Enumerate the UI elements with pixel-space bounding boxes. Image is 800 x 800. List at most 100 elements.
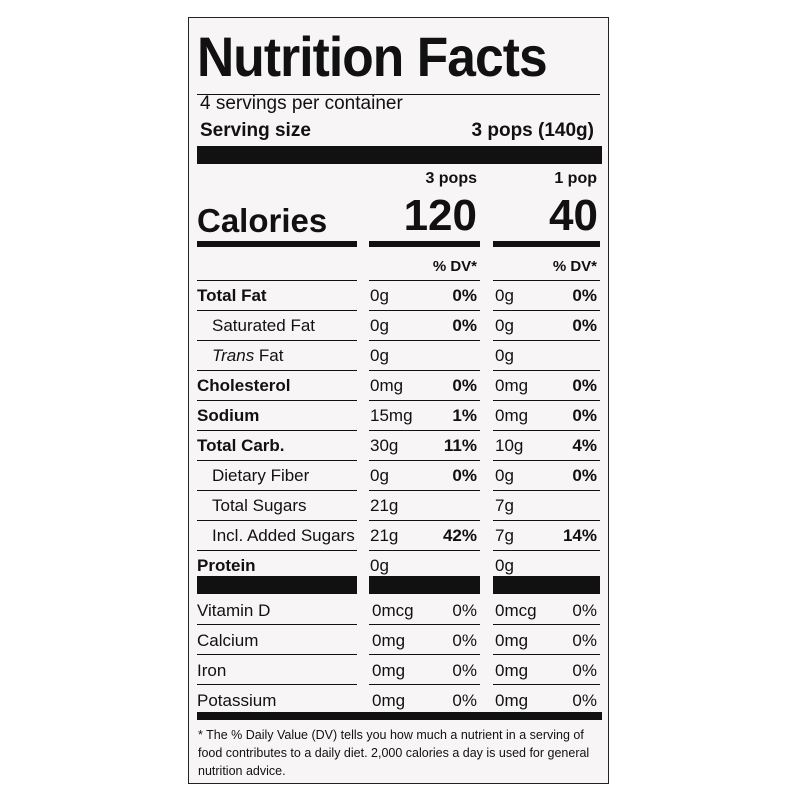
dv-col1: 0% (452, 316, 477, 335)
thick-rule-name (197, 576, 357, 594)
vitamin-amount-col1: 0mg (372, 661, 406, 680)
row-divider (369, 490, 480, 491)
dv-col2: 0% (572, 376, 597, 395)
calories-value-1: 120 (403, 191, 477, 240)
row-divider (493, 370, 600, 371)
row-divider (493, 654, 600, 655)
amount-col1: 0g (370, 466, 389, 485)
vitamin-dv-col1: 0% (452, 631, 477, 650)
dv-col1: 42% (442, 526, 477, 545)
row-divider (493, 340, 600, 341)
amount-col2: 0mg (495, 406, 529, 425)
nutrient-name: Incl. Added Sugars (212, 527, 355, 544)
vitamin-name: Iron (197, 661, 227, 680)
nutrient-name-text: Total Fat (197, 286, 267, 305)
dv-col1: 11% (443, 436, 477, 455)
amount-col2: 7g (495, 496, 514, 515)
row-divider (197, 550, 357, 551)
nutrient-name-text: Total Sugars (212, 496, 307, 515)
vitamin-dv-col2: 0% (572, 661, 597, 680)
row-divider (197, 684, 357, 685)
row-divider (369, 400, 480, 401)
amount-col2: 0g (495, 556, 514, 575)
amount-col1: 15mg (370, 406, 413, 425)
dv-col1: 0% (452, 376, 477, 395)
vitamin-dv-col1: 0% (452, 601, 477, 620)
vitamin-dv-col1: 0% (452, 691, 477, 710)
nutrient-name-text: Fat (254, 346, 284, 365)
amount-col1: 30g (370, 436, 399, 455)
row-divider (493, 520, 600, 521)
amount-col1: 0g (370, 556, 389, 575)
calories-rule-col2 (493, 241, 600, 247)
thick-rule-col2 (493, 576, 600, 594)
row-divider (369, 550, 480, 551)
calories-rule-name (197, 241, 357, 247)
serving-size-label: Serving size (200, 120, 311, 141)
row-divider (369, 370, 480, 371)
amount-col1: 0mg (370, 376, 404, 395)
nutrient-name: Cholesterol (197, 377, 291, 394)
vitamin-amount-col2: 0mg (495, 691, 529, 710)
vitamin-dv-col2: 0% (572, 631, 597, 650)
column-header-1: 3 pops (425, 170, 477, 187)
row-divider (369, 280, 480, 281)
nutrient-name-text: Dietary Fiber (212, 466, 310, 485)
row-divider (197, 654, 357, 655)
vitamin-amount-col1: 0mcg (372, 601, 414, 620)
nutrient-name-text: Incl. Added Sugars (212, 526, 355, 545)
nutrient-name: Sodium (197, 407, 259, 424)
dv-header-2: % DV* (552, 258, 597, 275)
row-divider (369, 460, 480, 461)
row-divider (493, 430, 600, 431)
row-divider (197, 490, 357, 491)
nutrient-name-text: Total Carb. (197, 436, 285, 455)
thick-rule-bottom (197, 712, 602, 720)
row-divider (197, 400, 357, 401)
nutrient-name: Total Carb. (197, 437, 285, 454)
vitamin-dv-col2: 0% (572, 601, 597, 620)
dv-col2: 4% (572, 436, 597, 455)
calories-label: Calories (197, 202, 328, 239)
row-divider (369, 654, 480, 655)
dv-col2: 0% (572, 316, 597, 335)
vitamin-name: Calcium (197, 631, 259, 650)
row-divider (369, 310, 480, 311)
row-divider (493, 624, 600, 625)
amount-col2: 0g (495, 286, 514, 305)
nutrient-name: Dietary Fiber (212, 467, 309, 484)
vitamin-amount-col1: 0mg (372, 691, 406, 710)
column-header-2: 1 pop (554, 170, 597, 187)
thick-rule-col1 (369, 576, 480, 594)
row-divider (369, 624, 480, 625)
calories-rule-col1 (369, 241, 480, 247)
calories-value-2: 40 (549, 191, 598, 240)
row-divider (493, 460, 600, 461)
row-divider (197, 624, 357, 625)
dv-header-1: % DV* (432, 258, 477, 275)
label-title: Nutrition Facts (197, 25, 548, 88)
title-rule (197, 94, 600, 95)
row-divider (197, 460, 357, 461)
nutrient-name: Saturated Fat (212, 317, 315, 334)
row-divider (369, 520, 480, 521)
servings-per-container: 4 servings per container (200, 93, 403, 114)
nutrition-facts-label: Nutrition Facts 4 servings per container… (188, 17, 609, 784)
row-divider (369, 430, 480, 431)
row-divider (493, 550, 600, 551)
amount-col1: 0g (370, 346, 389, 365)
row-divider (493, 400, 600, 401)
dv-col2: 0% (572, 286, 597, 305)
nutrient-name-italic: Trans (212, 346, 255, 365)
row-divider (197, 340, 357, 341)
row-divider (197, 520, 357, 521)
thick-rule-top (197, 146, 602, 164)
amount-col1: 21g (370, 526, 399, 545)
nutrient-name: Total Sugars (212, 497, 307, 514)
amount-col1: 0g (370, 286, 389, 305)
vitamin-amount-col2: 0mg (495, 661, 529, 680)
nutrient-name-text: Saturated Fat (212, 316, 316, 335)
row-divider (493, 310, 600, 311)
vitamin-dv-col2: 0% (572, 691, 597, 710)
vitamin-name: Potassium (197, 691, 277, 710)
